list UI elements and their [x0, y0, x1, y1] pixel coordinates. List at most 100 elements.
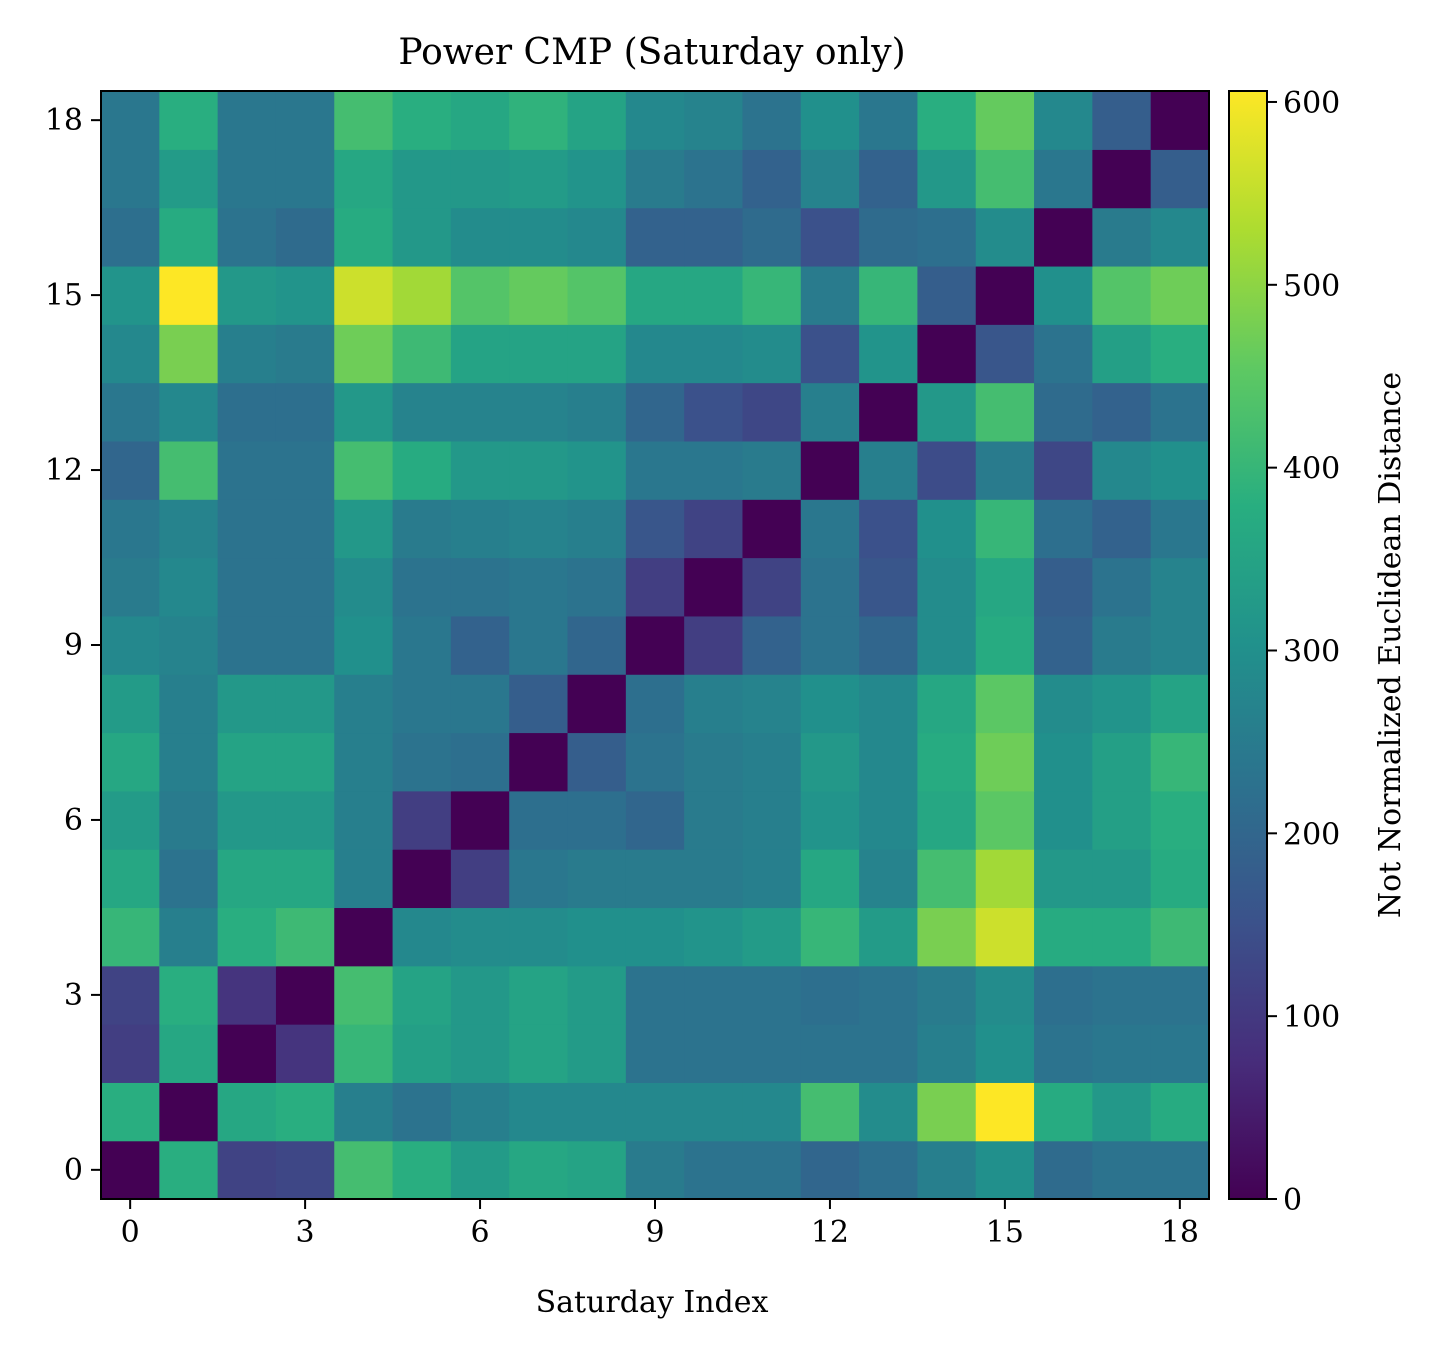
heatmap-cell: [392, 440, 452, 500]
heatmap-cell: [684, 1024, 744, 1083]
heatmap-cell: [684, 907, 744, 967]
heatmap-cell: [334, 207, 394, 267]
x-tick-label: 18: [1161, 1215, 1199, 1250]
heatmap-cell: [1150, 265, 1210, 325]
heatmap-cell: [450, 849, 510, 909]
heatmap-cell: [334, 499, 394, 559]
heatmap-cell: [1150, 557, 1210, 617]
heatmap-cell: [742, 149, 802, 209]
heatmap-cell: [800, 149, 860, 209]
heatmap-cell: [1150, 965, 1210, 1025]
heatmap-cell: [975, 1024, 1035, 1083]
heatmap-cell: [334, 907, 394, 967]
heatmap-cell: [859, 615, 919, 675]
heatmap-cell: [334, 382, 394, 442]
heatmap-cell: [101, 1082, 160, 1142]
heatmap-cell: [1150, 615, 1210, 675]
heatmap-cell: [509, 674, 569, 734]
heatmap-cell: [450, 1024, 510, 1083]
heatmap-cell: [159, 499, 219, 559]
heatmap-cell: [917, 440, 977, 500]
y-axis-ticks: 0 3 6 9 12 15 18: [45, 103, 101, 1188]
heatmap-cell: [101, 324, 160, 384]
heatmap-cell: [684, 324, 744, 384]
heatmap-cell: [684, 615, 744, 675]
heatmap-cell: [1150, 732, 1210, 792]
heatmap-cell: [334, 324, 394, 384]
heatmap-cell: [567, 557, 627, 617]
heatmap-cell: [1092, 615, 1152, 675]
colorbar-tick-label: 200: [1283, 817, 1340, 852]
heatmap-cell: [742, 907, 802, 967]
heatmap-cell: [800, 324, 860, 384]
heatmap-cell: [334, 674, 394, 734]
heatmap-cell: [159, 207, 219, 267]
heatmap-cell: [859, 265, 919, 325]
heatmap-cell: [217, 557, 277, 617]
heatmap-cell: [1034, 849, 1093, 909]
heatmap-cell: [450, 674, 510, 734]
heatmap-cell: [684, 965, 744, 1025]
x-tick-label: 6: [471, 1215, 490, 1250]
heatmap-cell: [1092, 382, 1152, 442]
heatmap-cell: [1092, 557, 1152, 617]
colorbar-tick-label: 500: [1283, 269, 1340, 304]
heatmap-cell: [101, 849, 160, 909]
heatmap-cell: [742, 1140, 802, 1200]
heatmap-cell: [392, 615, 452, 675]
heatmap-cell: [101, 615, 160, 675]
heatmap-cell: [275, 265, 335, 325]
y-tick-label: 3: [64, 978, 83, 1013]
x-axis-ticks: 0 3 6 9 12 15 18: [121, 1199, 1199, 1250]
heatmap-cell: [1150, 382, 1210, 442]
heatmap-cell: [450, 965, 510, 1025]
heatmap-cell: [917, 149, 977, 209]
heatmap-cell: [684, 849, 744, 909]
x-tick-label: 3: [296, 1215, 315, 1250]
heatmap-cell: [742, 382, 802, 442]
x-axis-label: Saturday Index: [536, 1285, 769, 1320]
heatmap-cell: [684, 207, 744, 267]
heatmap-cell: [450, 732, 510, 792]
heatmap-cell: [684, 1082, 744, 1142]
x-tick-label: 12: [811, 1215, 849, 1250]
heatmap-cell: [334, 265, 394, 325]
y-tick-label: 15: [45, 278, 83, 313]
x-tick-label: 0: [121, 1215, 140, 1250]
heatmap-cell: [975, 499, 1035, 559]
heatmap-cell: [1150, 674, 1210, 734]
heatmap-cell: [1034, 790, 1093, 850]
heatmap-cell: [509, 265, 569, 325]
heatmap-cell: [800, 907, 860, 967]
heatmap-cell: [392, 1140, 452, 1200]
heatmap-cell: [917, 1140, 977, 1200]
heatmap-cell: [800, 674, 860, 734]
heatmap-cell: [1092, 965, 1152, 1025]
heatmap-cell: [800, 790, 860, 850]
heatmap-cell: [1150, 1140, 1210, 1200]
heatmap-cell: [1034, 1082, 1093, 1142]
heatmap-cell: [859, 1082, 919, 1142]
heatmap-cell: [450, 149, 510, 209]
heatmap-cell: [917, 265, 977, 325]
heatmap-cell: [742, 965, 802, 1025]
heatmap-cell: [567, 324, 627, 384]
heatmap-cell: [275, 207, 335, 267]
heatmap-cell: [275, 907, 335, 967]
heatmap-cell: [509, 149, 569, 209]
heatmap-cell: [742, 790, 802, 850]
heatmap-cell: [567, 1140, 627, 1200]
heatmap-cell: [625, 674, 685, 734]
heatmap-cell: [392, 91, 452, 150]
heatmap-cell: [742, 732, 802, 792]
heatmap-cell: [1034, 732, 1093, 792]
heatmap-cell: [1150, 1082, 1210, 1142]
heatmap-cell: [1034, 557, 1093, 617]
heatmap-cell: [450, 1140, 510, 1200]
heatmap-cell: [625, 149, 685, 209]
heatmap-cell: [1150, 790, 1210, 850]
heatmap-cell: [567, 440, 627, 500]
heatmap-cell: [742, 1024, 802, 1083]
heatmap-cell: [217, 1024, 277, 1083]
heatmap-cell: [625, 1140, 685, 1200]
